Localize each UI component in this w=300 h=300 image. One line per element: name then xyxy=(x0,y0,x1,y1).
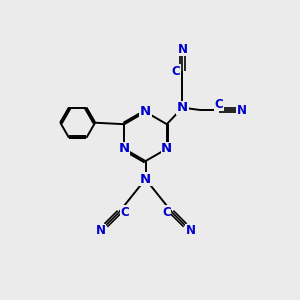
Text: C: C xyxy=(162,206,171,219)
Text: N: N xyxy=(140,105,151,119)
Text: N: N xyxy=(237,103,247,117)
Text: N: N xyxy=(161,142,172,155)
Text: N: N xyxy=(177,101,188,114)
Text: C: C xyxy=(120,206,129,219)
Text: N: N xyxy=(118,142,130,155)
Text: C: C xyxy=(171,64,180,78)
Text: N: N xyxy=(177,43,188,56)
Text: N: N xyxy=(185,224,196,237)
Text: N: N xyxy=(95,224,106,237)
Text: N: N xyxy=(140,172,151,186)
Text: C: C xyxy=(214,98,224,111)
